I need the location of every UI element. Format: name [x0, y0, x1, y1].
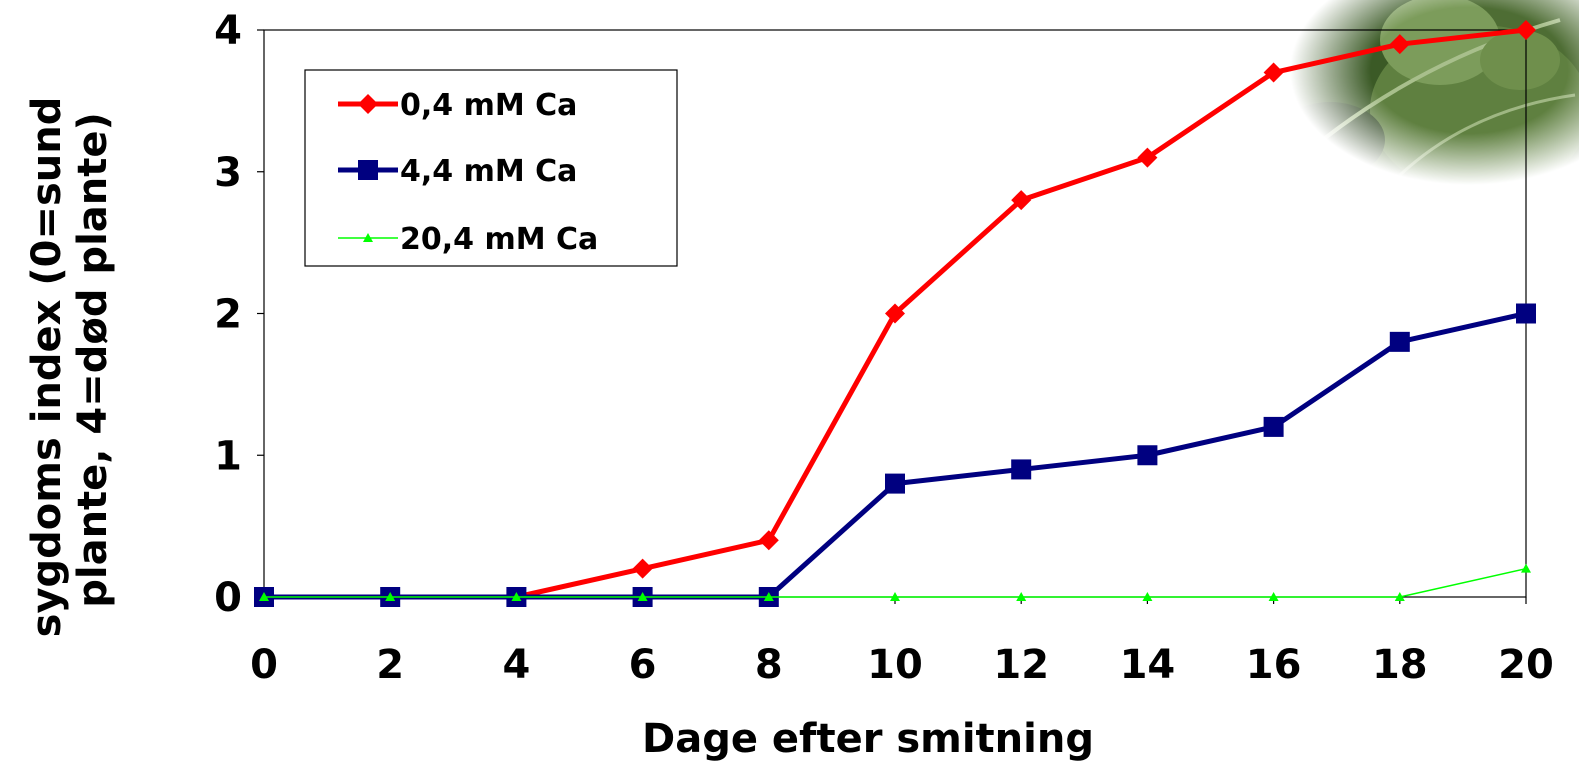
- y-axis-title-line-1: sygdoms index (0=sund: [24, 97, 70, 638]
- data-point: [1389, 34, 1410, 55]
- data-point: [1137, 445, 1158, 466]
- x-tick-label: 0: [250, 642, 278, 688]
- data-point: [637, 592, 648, 601]
- data-point: [1011, 459, 1032, 480]
- series-line: [264, 311, 1527, 600]
- data-point: [632, 558, 653, 579]
- data-point: [758, 530, 779, 551]
- series-2: [254, 303, 1536, 607]
- data-point: [1011, 190, 1032, 211]
- data-point: [259, 592, 269, 601]
- data-point: [511, 592, 522, 601]
- x-tick-label: 8: [755, 642, 783, 688]
- x-tick-label: 12: [993, 642, 1049, 688]
- data-point: [1521, 563, 1531, 573]
- legend-label: 20,4 mM Ca: [400, 222, 598, 257]
- legend: 0,4 mM Ca 4,4 mM Ca 20,4 mM Ca: [304, 69, 678, 267]
- x-tick-label: 4: [502, 642, 530, 688]
- x-tick-label: 2: [376, 642, 404, 688]
- series-3: [259, 563, 1531, 601]
- legend-marker: [363, 233, 373, 242]
- y-tick-label: 0: [214, 575, 242, 621]
- x-tick-label: 18: [1372, 642, 1428, 688]
- legend-label: 0,4 mM Ca: [400, 88, 577, 123]
- data-point: [1268, 592, 1279, 601]
- y-tick-label: 3: [214, 150, 242, 196]
- x-axis-title: Dage efter smitning: [642, 716, 1094, 762]
- x-tick-label: 16: [1246, 642, 1302, 688]
- data-point: [1516, 303, 1536, 324]
- data-point: [1394, 592, 1405, 601]
- data-point: [890, 592, 900, 601]
- y-tick-label: 2: [214, 292, 242, 338]
- y-tick-label: 4: [214, 8, 242, 54]
- legend-label: 4,4 mM Ca: [400, 154, 577, 189]
- data-point: [1263, 416, 1284, 437]
- legend-item: 20,4 mM Ca: [338, 222, 598, 257]
- data-point: [885, 303, 905, 324]
- x-tick-label: 10: [867, 642, 923, 688]
- legend-marker: [358, 160, 378, 180]
- legend-item: 0,4 mM Ca: [338, 88, 577, 123]
- x-tick-label: 14: [1120, 642, 1176, 688]
- data-point: [1263, 62, 1284, 83]
- y-axis-title-line-2: plante, 4=død plante): [70, 112, 116, 608]
- x-tick-label: 20: [1498, 642, 1554, 688]
- data-point: [1137, 147, 1158, 168]
- x-tick-label: 6: [629, 642, 657, 688]
- data-point: [763, 592, 774, 601]
- data-point: [1389, 331, 1410, 352]
- data-point: [385, 592, 396, 601]
- legend-marker: [358, 94, 378, 114]
- data-point: [885, 473, 905, 494]
- y-axis-title: sygdoms index (0=sund plante, 4=død plan…: [24, 83, 116, 638]
- legend-item: 4,4 mM Ca: [338, 154, 577, 189]
- y-tick-label: 1: [214, 433, 242, 479]
- data-point: [1142, 592, 1153, 601]
- data-point: [1516, 20, 1536, 40]
- data-point: [1016, 592, 1027, 601]
